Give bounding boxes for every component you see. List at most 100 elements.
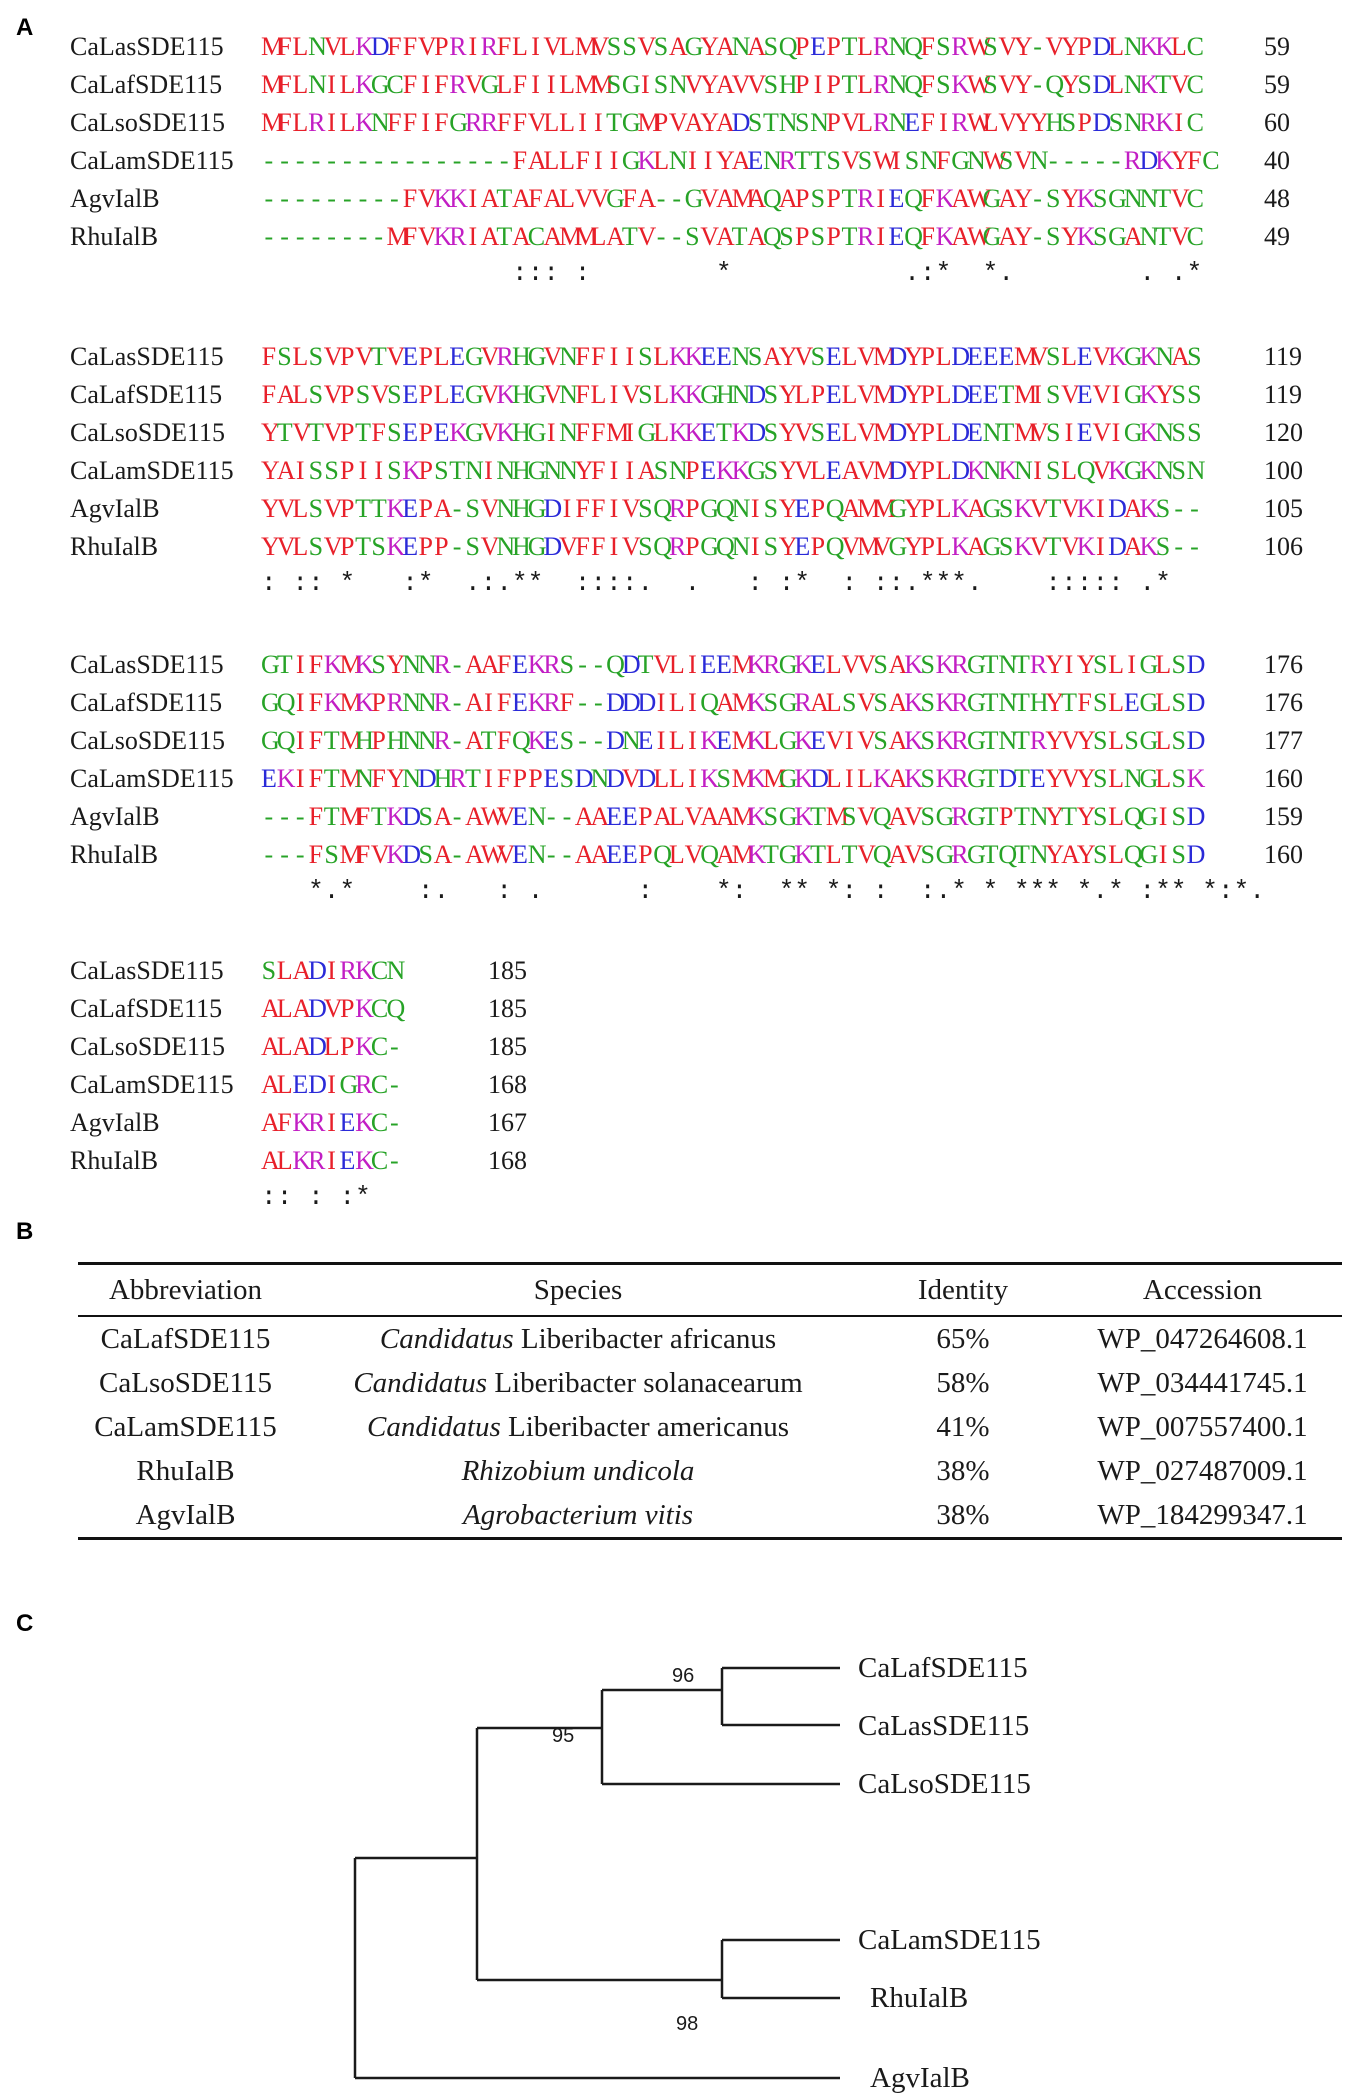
sequence-name: CaLsoSDE115	[70, 726, 226, 755]
accession-cell: WP_184299347.1	[1097, 1498, 1308, 1531]
sequence-residues: - - - FTMFTKDSA- AWVEN- - AAEEPALVAAMKSGKTMSVQ…	[264, 802, 1206, 831]
species-text: Liberibacter solanacearum	[487, 1366, 803, 1399]
identity-cell: 41%	[936, 1410, 990, 1443]
header-accession: Accession	[1142, 1273, 1263, 1306]
sequence-name: RhuIalB	[70, 222, 159, 251]
genus-text: Candidatus	[367, 1410, 501, 1443]
sequence-end-position: 59	[1264, 32, 1290, 61]
alignment-row: CaLafSDE115 GQI FKMKPRNNR- AI FEKRF - - DDDI L I Q…	[0, 686, 1356, 720]
panel-a-label: A	[16, 14, 34, 41]
sequence-end-position: 160	[1264, 764, 1303, 793]
tree-leaf-label: RhuIalB	[870, 1982, 968, 2014]
sequence-end-position: 176	[1264, 688, 1303, 717]
alignment-row: CaLsoSDE115 MFLRI LKNFF I FGRRFFVLL I I TGMPVAY…	[0, 106, 1356, 140]
abbreviation-cell: CaLamSDE115	[94, 1410, 277, 1443]
genus-text: Agrobacterium vitis	[462, 1498, 694, 1531]
sequence-name: CaLasSDE115	[70, 32, 224, 61]
sequence-residues: ALADLPKC-	[261, 1032, 399, 1061]
abbreviation-cell: RhuIalB	[136, 1454, 235, 1487]
sequence-end-position: 185	[488, 956, 527, 985]
species-cell: Agrobacterium vitis	[293, 1493, 863, 1539]
panel-b-label: B	[16, 1218, 34, 1245]
genus-text: Candidatus	[353, 1366, 488, 1399]
sequence-residues: GQI FKMKPRNNR- AI FEKRF - - DDDI L I QAMKSGRALSVS…	[261, 688, 1206, 717]
abbreviation-cell: AgvIalB	[135, 1498, 236, 1531]
sequence-name: CaLasSDE115	[70, 650, 224, 679]
sequence-name: CaLsoSDE115	[70, 418, 226, 447]
accession-cell: WP_007557400.1	[1097, 1410, 1308, 1443]
sequence-residues: ALEDI GRC-	[261, 1070, 399, 1099]
sequence-end-position: 177	[1264, 726, 1303, 755]
conservation-line: *.* :. : . : *: ** *: : :.* * *** *.* :*…	[308, 876, 1265, 906]
alignment-row: RhuIalB ALKRI EKC- 168	[0, 1144, 1356, 1178]
sequence-name: RhuIalB	[70, 1146, 159, 1175]
sequence-name: CaLsoSDE115	[70, 1032, 226, 1061]
conservation-line: : :: * :* .:.** ::::. . : :* : ::.***. :…	[261, 568, 1171, 598]
tree-leaf-label: CaLamSDE115	[858, 1924, 1041, 1956]
header-species: Species	[533, 1273, 623, 1306]
sequence-end-position: 49	[1264, 222, 1290, 251]
sequence-end-position: 168	[488, 1070, 527, 1099]
species-cell: Rhizobium undicola	[293, 1449, 863, 1493]
sequence-residues: EKI FTMNFYNDHRT I FPPESDNDVDLL I KSMKMGKDL I LK…	[261, 764, 1206, 793]
alignment-row: CaLsoSDE115 GQI FTMHPHNNR- ATFQKES - - DNE I L I K…	[0, 724, 1356, 758]
table-row: AgvIalB Agrobacterium vitis 38% WP_18429…	[78, 1493, 1342, 1539]
sequence-name: RhuIalB	[70, 532, 159, 561]
alignment-row: CaLasSDE115 MFLNVLKDFFVPRI RFL I VLMVSSVSAGY…	[0, 30, 1356, 64]
genus-text: Candidatus	[379, 1322, 514, 1355]
alignment-row: CaLafSDE115 ALADVPKCQ 185	[0, 992, 1356, 1026]
species-cell: Candidatus Liberibacter solanacearum	[293, 1361, 863, 1405]
tree-branches	[353, 1666, 840, 2080]
genus-text: Rhizobium undicola	[461, 1454, 695, 1487]
header-identity: Identity	[917, 1273, 1009, 1306]
panel-c-label: C	[16, 1610, 34, 1637]
sequence-name: CaLasSDE115	[70, 342, 224, 371]
header-abbreviation: Abbreviation	[108, 1273, 262, 1306]
sequence-residues: ALADVPKCQ	[261, 994, 406, 1023]
sequence-residues: YVLSVPTSKEPP - SVNHGDVFF I VSQRPGQNI SYEPQVMV…	[261, 532, 1199, 561]
alignment-row: CaLamSDE115 EKI FTMNFYNDHRT I FPPESDNDVDLL I K…	[0, 762, 1356, 796]
alignment-row: CaLamSDE115 YAI SSP I I SKPSTNI NHGNNYF I I ASNPE…	[0, 454, 1356, 488]
sequence-residues: GQI FTMHPHNNR- ATFQKES - - DNE I L I KEMKLGKEVI VS…	[261, 726, 1206, 755]
sequence-name: RhuIalB	[70, 840, 159, 869]
sequence-name: CaLamSDE115	[70, 146, 234, 175]
sequence-name: CaLafSDE115	[70, 70, 223, 99]
sequence-name: CaLafSDE115	[70, 380, 223, 409]
sequence-residues: MFLRI LKNFF I FGRRFFVLL I I TGMPVAYADSTNSNPVLR…	[261, 108, 1204, 137]
sequence-residues: MFLNI LKGCF I FRVGLF I I LMMSGI SNVYAVVSHP I PTLR…	[261, 70, 1204, 99]
sequence-residues: MFLNVLKDFFVPRI RFL I VLMVSSVSAGYANASQPEPTLR…	[261, 32, 1204, 61]
abbreviation-cell: CaLsoSDE115	[99, 1366, 272, 1399]
sequence-end-position: 59	[1264, 70, 1290, 99]
sequence-residues: - - - - - - - - - - - - - - - - FALLF I I GKLNI I YAENRTTSVSW…	[264, 146, 1220, 175]
sequence-name: CaLsoSDE115	[70, 108, 226, 137]
sequence-end-position: 105	[1264, 494, 1303, 523]
species-text: Liberibacter africanus	[513, 1322, 777, 1355]
alignment-row: RhuIalB YVLSVPTSKEPP - SVNHGDVFF I VSQRPGQNI S…	[0, 530, 1356, 564]
sequence-end-position: 120	[1264, 418, 1303, 447]
sequence-residues: - - - - - - - - - FVKKI ATAFALVVGFA- - GVAMAQAPSPTRI…	[264, 184, 1204, 213]
identity-cell: 38%	[936, 1498, 990, 1531]
table-header-row: Abbreviation Species Identity Accession	[78, 1263, 1342, 1316]
sequence-end-position: 106	[1264, 532, 1303, 561]
table-row: CaLafSDE115 Candidatus Liberibacter afri…	[78, 1316, 1342, 1361]
species-cell: Candidatus Liberibacter americanus	[293, 1405, 863, 1449]
sequence-end-position: 185	[488, 1032, 527, 1061]
phylogenetic-tree: 96 95 98 CaLafSDE115 CaLasSDE115 CaLsoSD…	[353, 1652, 1041, 2094]
sequence-name: CaLafSDE115	[70, 688, 223, 717]
accession-cell: WP_034441745.1	[1097, 1366, 1308, 1399]
sequence-residues: YVLSVPTTKEPA- SVNHGDI FF I VSQRPGQNI SYEPQAMM…	[261, 494, 1199, 523]
tree-leaf-label: CaLsoSDE115	[858, 1768, 1031, 1800]
sequence-end-position: 60	[1264, 108, 1290, 137]
identity-cell: 58%	[936, 1366, 990, 1399]
sequence-residues: FSLSVPVTVEPLEGVRHGVNFF I I SLKKEENSAYVSELVM…	[261, 342, 1202, 371]
sequence-name: CaLamSDE115	[70, 1070, 234, 1099]
alignment-row: CaLafSDE115 FALSVPSVSEPLEGVKHGVNFL I VSLKKG…	[0, 378, 1356, 412]
alignment-row: RhuIalB - - - FSMFVKDSA- AWVEN- - AAEEPQLVQAMKT…	[0, 838, 1356, 872]
alignment-row: RhuIalB - - - - - - - - MFVKRI ATACAMMLATV- - SVATAQ…	[0, 220, 1356, 254]
sequence-end-position: 159	[1264, 802, 1303, 831]
abbreviation-cell: CaLafSDE115	[100, 1322, 271, 1355]
sequence-name: AgvIalB	[70, 184, 160, 213]
sequence-name: AgvIalB	[70, 1108, 160, 1137]
bootstrap-label: 98	[676, 2013, 698, 2035]
